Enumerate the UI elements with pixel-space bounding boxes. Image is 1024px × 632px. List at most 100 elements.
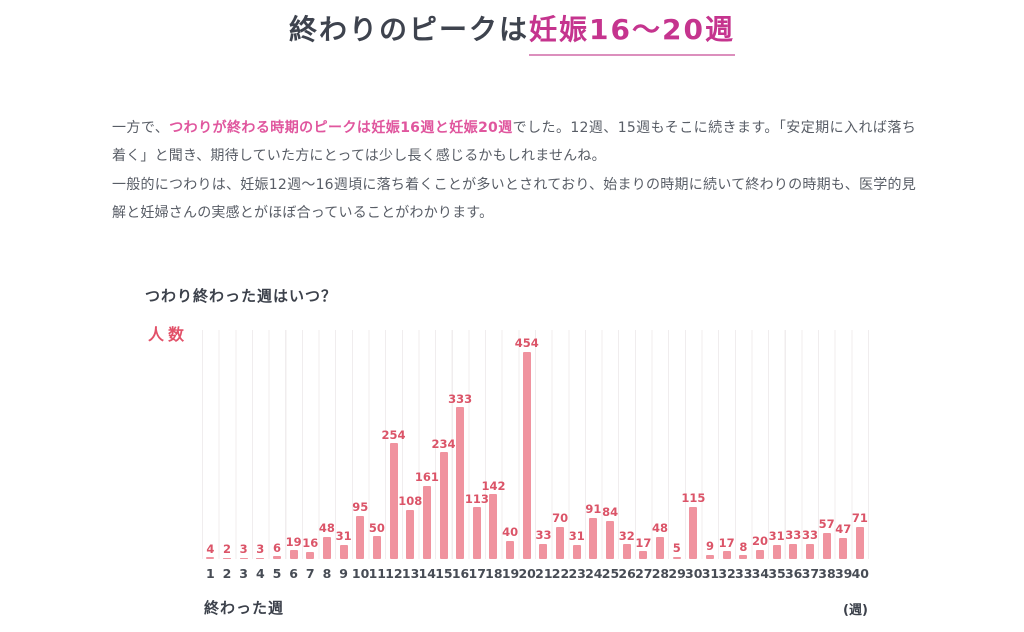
bar-week-30 xyxy=(689,506,698,559)
x-tick-week-19: 19 xyxy=(501,566,520,581)
x-tick-week-27: 27 xyxy=(635,566,653,581)
bar-value-label: 6 xyxy=(272,540,281,555)
bar-value-label: 5 xyxy=(672,541,681,556)
bar-week-16 xyxy=(456,407,465,559)
bar-week-15 xyxy=(439,452,448,559)
chart-bar-slot: 234 xyxy=(432,330,456,559)
x-tick-week-21: 21 xyxy=(535,566,553,581)
x-tick-week-37: 37 xyxy=(801,566,820,581)
bar-week-5 xyxy=(272,556,281,559)
bar-value-label: 161 xyxy=(414,469,439,484)
bar-value-label: 113 xyxy=(464,491,489,506)
bar-week-13 xyxy=(406,509,415,559)
bar-value-label: 31 xyxy=(568,529,585,544)
bar-week-33 xyxy=(739,555,748,559)
x-tick-week-9: 9 xyxy=(339,566,348,581)
bar-value-label: 48 xyxy=(652,521,669,536)
chart-bar-slot: 2 xyxy=(219,330,236,559)
x-tick-week-24: 24 xyxy=(585,566,603,581)
bar-week-32 xyxy=(722,551,731,559)
x-tick-week-11: 11 xyxy=(368,566,386,581)
bar-week-2 xyxy=(222,557,231,559)
bar-week-14 xyxy=(422,485,431,559)
chart-title: つわり終わった週はいつ？ xyxy=(145,287,338,305)
x-tick-week-7: 7 xyxy=(305,566,315,581)
x-tick-week-23: 23 xyxy=(568,566,586,581)
bar-week-9 xyxy=(339,544,348,559)
chart-bar-slot: 16 xyxy=(302,330,319,559)
x-tick-week-14: 14 xyxy=(418,566,436,581)
x-tick-week-26: 26 xyxy=(618,566,636,581)
x-tick-week-6: 6 xyxy=(289,566,298,581)
bar-week-26 xyxy=(622,544,631,559)
bar-value-label: 50 xyxy=(368,520,385,535)
chart-bar-slot: 254 xyxy=(382,330,406,559)
bar-week-34 xyxy=(755,549,764,559)
chart-bar-slot: 47 xyxy=(835,330,852,559)
chart-bar-slot: 31 xyxy=(335,330,352,559)
x-tick-week-28: 28 xyxy=(651,566,670,581)
x-tick-week-29: 29 xyxy=(668,566,686,581)
bar-week-3 xyxy=(239,557,248,559)
chart-bar-slot: 31 xyxy=(768,330,785,559)
chart-bar-slot: 108 xyxy=(398,330,422,559)
page-title-text: 終わりのピークは xyxy=(289,13,530,46)
bar-value-label: 2 xyxy=(222,541,231,556)
bar-value-label: 33 xyxy=(801,528,818,543)
bar-week-12 xyxy=(389,443,398,559)
x-tick-week-2: 2 xyxy=(222,566,232,581)
bar-value-label: 31 xyxy=(768,529,785,544)
bar-week-20 xyxy=(522,352,531,559)
chart-bar-slot: 3 xyxy=(235,330,252,559)
chart-bar-slot: 17 xyxy=(718,330,735,559)
bar-week-36 xyxy=(789,543,798,559)
bar-value-label: 17 xyxy=(718,535,735,550)
bar-value-label: 9 xyxy=(706,539,715,554)
bar-week-24 xyxy=(589,517,598,559)
x-axis-unit: (週) xyxy=(843,603,868,618)
chart-bar-slot: 33 xyxy=(802,330,819,559)
x-tick-week-35: 35 xyxy=(768,566,786,581)
chart-bar-slot: 57 xyxy=(818,330,835,559)
bar-value-label: 20 xyxy=(751,534,768,549)
chart-bar-slot: 3 xyxy=(252,330,269,559)
x-tick-week-34: 34 xyxy=(751,566,770,581)
x-axis-label: 終わった週 xyxy=(204,599,285,617)
x-tick-week-20: 20 xyxy=(518,566,536,581)
x-tick-week-18: 18 xyxy=(485,566,503,581)
bar-week-39 xyxy=(839,537,848,559)
bar-value-label: 70 xyxy=(552,511,569,526)
paragraph-1-suffix: でした。12週、15週もそこに続きます。「安定期に入れば落ち着く」と聞き、期待し… xyxy=(112,120,917,165)
bar-value-label: 142 xyxy=(481,478,506,493)
chart-bar-slot: 84 xyxy=(602,330,619,559)
bar-value-label: 4 xyxy=(206,541,215,556)
bar-value-label: 71 xyxy=(851,511,868,525)
chart-bar-slot: 71 xyxy=(852,330,869,559)
paragraph-2-text: 一般的につわりは、妊娠12週〜16週頃に落ち着くことが多いとされており、始まりの… xyxy=(112,176,916,221)
x-tick-week-22: 22 xyxy=(551,566,570,581)
bar-week-37 xyxy=(805,543,814,559)
chart-bar-slot: 333 xyxy=(448,330,472,559)
bar-value-label: 33 xyxy=(785,528,802,543)
bar-week-19 xyxy=(506,540,515,559)
chart-bar-slot: 454 xyxy=(515,330,539,559)
chart-bar-slot: 95 xyxy=(352,330,369,559)
bar-week-4 xyxy=(256,557,265,559)
chart-bar-slot: 50 xyxy=(369,330,386,559)
bar-week-21 xyxy=(539,543,548,559)
x-tick-week-32: 32 xyxy=(718,566,736,581)
bar-week-8 xyxy=(322,537,331,559)
chart-bar-slot: 19 xyxy=(285,330,302,559)
paragraph-2: 一般的につわりは、妊娠12週〜16週頃に落ち着くことが多いとされており、始まりの… xyxy=(112,171,916,228)
paragraph-1-highlight: つわりが終わる時期のピークは妊娠16週と妊娠20週 xyxy=(169,120,513,136)
chart-bar-slot: 70 xyxy=(552,330,569,559)
bar-week-22 xyxy=(556,527,565,559)
intro-paragraphs: 一方で、つわりが終わる時期のピークは妊娠16週と妊娠20週でした。12週、15週… xyxy=(112,114,916,227)
chart-bar-slot: 48 xyxy=(652,330,669,559)
x-tick-week-38: 38 xyxy=(818,566,836,581)
bar-value-label: 31 xyxy=(335,529,352,544)
page-title-highlight: 妊娠16〜20週 xyxy=(529,10,735,57)
bar-week-23 xyxy=(572,544,581,559)
bar-week-6 xyxy=(289,550,298,559)
chart-bar-slot: 31 xyxy=(568,330,585,559)
